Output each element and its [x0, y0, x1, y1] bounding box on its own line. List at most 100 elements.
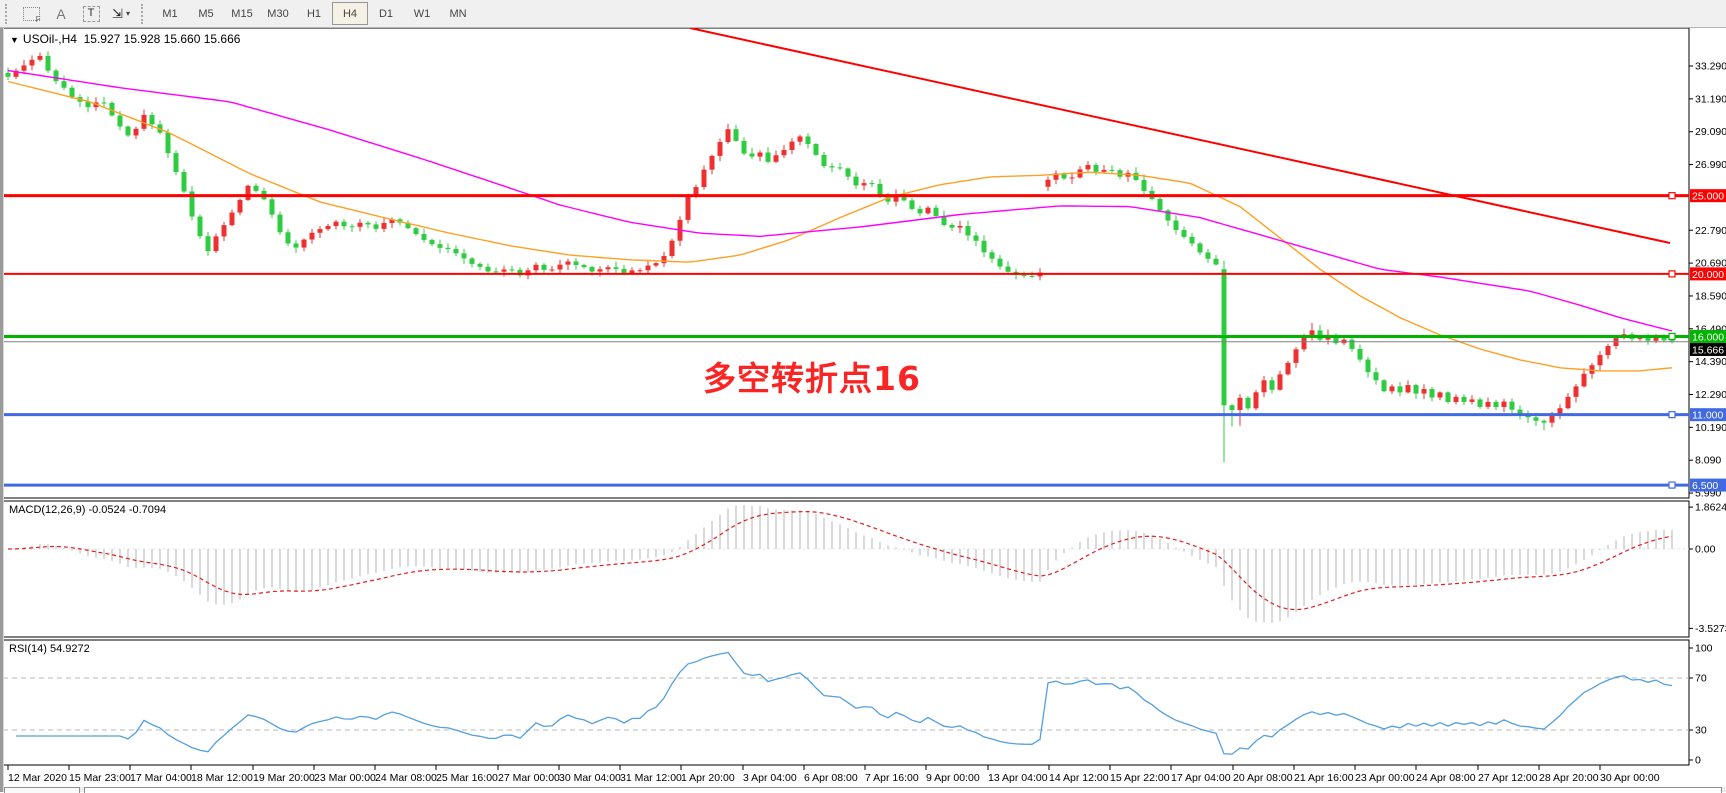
- svg-text:24 Apr 08:00: 24 Apr 08:00: [1416, 772, 1476, 784]
- chevron-down-icon[interactable]: ▼: [10, 35, 19, 45]
- svg-text:30 Apr 00:00: 30 Apr 00:00: [1600, 772, 1660, 784]
- svg-text:25.000: 25.000: [1692, 191, 1724, 203]
- dropdown-caret-icon[interactable]: ▾: [125, 9, 130, 18]
- svg-text:70: 70: [1695, 673, 1707, 685]
- svg-text:1 Apr 20:00: 1 Apr 20:00: [681, 772, 735, 784]
- level-line-11.000[interactable]: [3, 411, 1689, 419]
- svg-text:15 Apr 22:00: 15 Apr 22:00: [1110, 772, 1170, 784]
- macd-signal-line: [7, 510, 1673, 611]
- arrows-icon: ⇲: [112, 5, 123, 21]
- timeframe-button-m30[interactable]: M30: [267, 7, 289, 20]
- timeframe-button-d1[interactable]: D1: [378, 7, 394, 20]
- svg-text:17 Apr 04:00: 17 Apr 04:00: [1171, 772, 1231, 784]
- price-label-box-20.000: 20.000: [1690, 267, 1726, 281]
- template-grid-button[interactable]: F: [17, 2, 45, 26]
- price-label-box-15.666: 15.666: [1690, 342, 1726, 356]
- svg-text:19 Mar 20:00: 19 Mar 20:00: [253, 772, 315, 784]
- rsi-indicator-label: RSI(14) 54.9272: [9, 643, 90, 655]
- svg-text:20.000: 20.000: [1692, 269, 1724, 281]
- svg-text:23 Mar 00:00: 23 Mar 00:00: [314, 772, 376, 784]
- ma-slow-magenta: [7, 69, 1673, 332]
- level-line-25.000[interactable]: [3, 192, 1689, 200]
- arrows-objects-button[interactable]: ⇲ ▾: [107, 2, 135, 26]
- svg-text:29.090: 29.090: [1695, 126, 1726, 138]
- svg-text:14 Apr 12:00: 14 Apr 12:00: [1049, 772, 1109, 784]
- timeframe-button-mn[interactable]: MN: [449, 7, 467, 20]
- chart-tab[interactable]: [4, 787, 80, 793]
- svg-text:27 Mar 00:00: 27 Mar 00:00: [498, 772, 560, 784]
- svg-text:28 Apr 20:00: 28 Apr 20:00: [1539, 772, 1599, 784]
- svg-text:17 Mar 04:00: 17 Mar 04:00: [130, 772, 192, 784]
- price-label-box-25.000: 25.000: [1690, 189, 1726, 203]
- svg-text:0.00: 0.00: [1695, 544, 1716, 556]
- svg-text:23 Apr 00:00: 23 Apr 00:00: [1355, 772, 1415, 784]
- svg-text:0: 0: [1695, 755, 1701, 767]
- rsi-pane[interactable]: [2, 639, 1690, 766]
- chart-tab-bar: [0, 787, 1726, 793]
- tab-bar-groove: [84, 787, 1722, 793]
- price-label-box-11.000: 11.000: [1690, 408, 1726, 422]
- svg-text:14.390: 14.390: [1695, 356, 1726, 368]
- toolbar-drag-handle[interactable]: [141, 3, 149, 24]
- svg-text:6.500: 6.500: [1692, 480, 1718, 492]
- toolbar-drag-handle[interactable]: [5, 3, 13, 24]
- window-left-frame: [0, 0, 4, 792]
- rsi-line: [16, 651, 1673, 755]
- price-label-box-16.000: 16.000: [1690, 329, 1726, 343]
- timeframe-button-h4[interactable]: H4: [332, 2, 368, 25]
- level-line-16.000[interactable]: [3, 332, 1689, 341]
- svg-text:15 Mar 23:00: 15 Mar 23:00: [69, 772, 131, 784]
- level-line-6.500[interactable]: [3, 481, 1689, 489]
- timeframe-button-w1[interactable]: W1: [413, 7, 431, 20]
- level-line-20.000[interactable]: [3, 270, 1689, 278]
- chart-annotation-text[interactable]: 多空转折点16: [703, 359, 921, 398]
- price-label-box-6.500: 6.500: [1690, 478, 1726, 492]
- date-axis: 12 Mar 2020 15 Mar 23:00 17 Mar 04:00 18 Ma…: [7, 765, 1660, 784]
- timeframe-button-m5[interactable]: M5: [198, 7, 214, 20]
- svg-text:33.290: 33.290: [1695, 61, 1726, 73]
- svg-text:12.290: 12.290: [1695, 389, 1726, 401]
- svg-text:22.790: 22.790: [1695, 225, 1726, 237]
- svg-text:11.000: 11.000: [1692, 410, 1723, 422]
- timeframe-button-h1[interactable]: H1: [306, 7, 322, 20]
- svg-text:15.666: 15.666: [1692, 344, 1724, 356]
- svg-text:30: 30: [1695, 725, 1707, 737]
- svg-text:-3.5273: -3.5273: [1695, 623, 1726, 635]
- svg-text:18.590: 18.590: [1695, 290, 1726, 302]
- svg-text:12 Mar 2020: 12 Mar 2020: [8, 772, 67, 784]
- svg-text:1.8624: 1.8624: [1695, 502, 1726, 514]
- main-pane[interactable]: [2, 27, 1690, 499]
- svg-text:18 Mar 12:00: 18 Mar 12:00: [191, 772, 253, 784]
- svg-text:24 Mar 08:00: 24 Mar 08:00: [375, 772, 437, 784]
- svg-text:3 Apr 04:00: 3 Apr 04:00: [743, 772, 797, 784]
- svg-text:7 Apr 16:00: 7 Apr 16:00: [865, 772, 919, 784]
- letter-a-icon: A: [56, 5, 66, 22]
- chart-title: ▼ USOil-,H4 15.927 15.928 15.660 15.666: [10, 32, 241, 46]
- dotted-grid-icon: F: [22, 6, 41, 24]
- svg-text:8.090: 8.090: [1695, 455, 1721, 467]
- ma-fast-orange: [7, 80, 1673, 372]
- svg-text:20.690: 20.690: [1695, 258, 1726, 270]
- timeframe-button-m1[interactable]: M1: [162, 7, 178, 20]
- rsi-layer: 100 70 30 0: [3, 643, 1713, 767]
- text-label-button[interactable]: A: [47, 2, 75, 26]
- svg-text:13 Apr 04:00: 13 Apr 04:00: [988, 772, 1048, 784]
- svg-text:30 Mar 04:00: 30 Mar 04:00: [559, 772, 621, 784]
- svg-text:6 Apr 08:00: 6 Apr 08:00: [804, 772, 858, 784]
- text-box-icon: T: [82, 5, 100, 22]
- svg-text:21 Apr 16:00: 21 Apr 16:00: [1294, 772, 1354, 784]
- toolbar: F A T ⇲ ▾ M1 M5 M15 M30 H1 H4 D1 W1 MN: [0, 0, 1726, 28]
- text-box-button[interactable]: T: [77, 2, 105, 26]
- timeframe-group: M1 M5 M15 M30 H1 H4 D1 W1 MN: [152, 2, 476, 25]
- svg-text:26.990: 26.990: [1695, 159, 1726, 171]
- svg-text:31 Mar 12:00: 31 Mar 12:00: [620, 772, 682, 784]
- svg-text:25 Mar 16:00: 25 Mar 16:00: [436, 772, 498, 784]
- svg-text:10.190: 10.190: [1695, 422, 1726, 434]
- macd-layer: 1.8624 0.00 -3.5273: [3, 502, 1726, 635]
- macd-indicator-label: MACD(12,26,9) -0.0524 -0.7094: [9, 504, 167, 516]
- svg-text:100: 100: [1695, 643, 1713, 655]
- timeframe-button-m15[interactable]: M15: [231, 7, 253, 20]
- descending-trendline[interactable]: [689, 27, 1671, 244]
- svg-text:27 Apr 12:00: 27 Apr 12:00: [1478, 772, 1538, 784]
